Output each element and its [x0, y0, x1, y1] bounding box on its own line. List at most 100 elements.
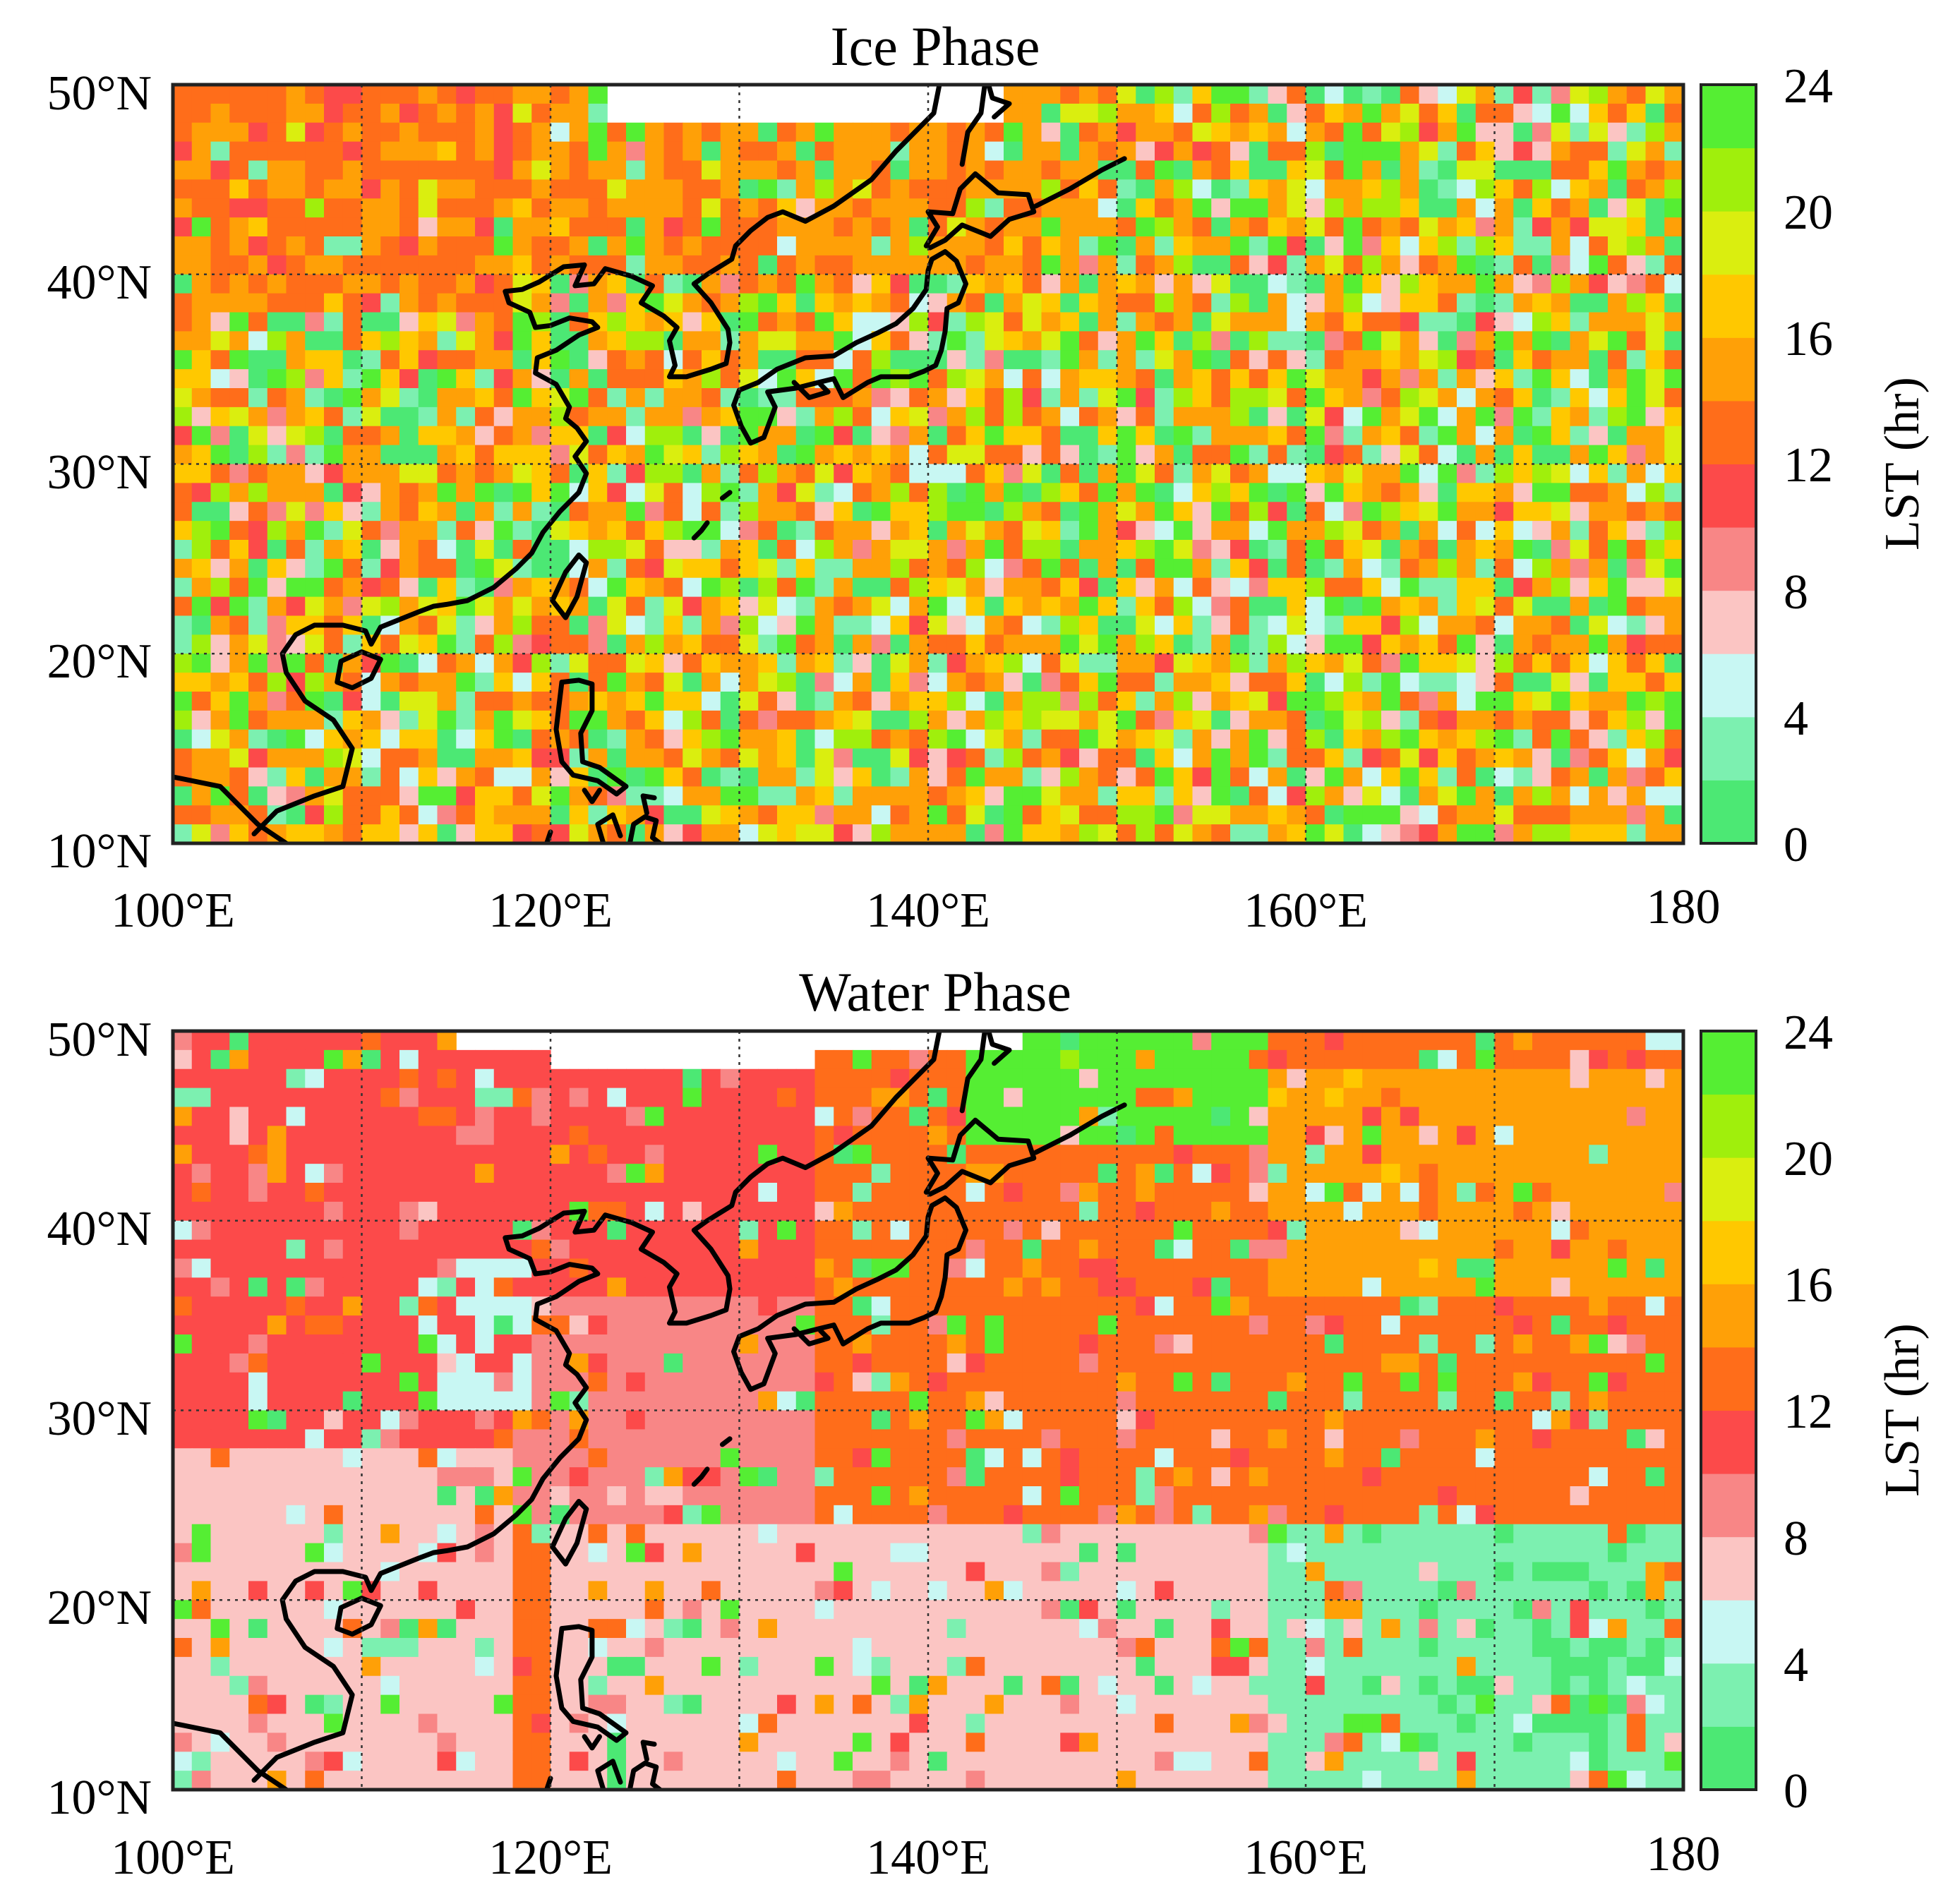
heatmap-cell — [1136, 1372, 1155, 1392]
heatmap-cell — [834, 521, 853, 541]
heatmap-cell — [871, 445, 891, 465]
heatmap-cell — [1362, 464, 1382, 483]
heatmap-cell — [1551, 85, 1571, 104]
heatmap-cell — [588, 122, 608, 143]
heatmap-cell — [946, 388, 967, 408]
heatmap-cell — [928, 558, 948, 579]
heatmap-cell — [1608, 502, 1628, 522]
heatmap-cell — [607, 1277, 627, 1297]
heatmap-cell — [229, 1296, 249, 1316]
heatmap-cell — [399, 255, 419, 275]
heatmap-cell — [173, 464, 193, 483]
heatmap-cell — [1513, 634, 1533, 654]
heatmap-cell — [1645, 692, 1665, 711]
heatmap-cell — [1457, 1391, 1477, 1411]
heatmap-cell — [1362, 615, 1382, 635]
heatmap-cell — [1438, 350, 1457, 370]
heatmap-cell — [1551, 1107, 1571, 1126]
heatmap-cell — [342, 1296, 363, 1316]
heatmap-cell — [1475, 312, 1496, 332]
heatmap-cell — [1626, 1031, 1647, 1051]
heatmap-cell — [683, 824, 702, 843]
heatmap-cell — [380, 331, 400, 351]
heatmap-cell — [1060, 653, 1080, 673]
heatmap-cell — [890, 710, 910, 730]
heatmap-cell — [1494, 464, 1514, 483]
heatmap-cell — [720, 521, 740, 541]
heatmap-cell — [210, 369, 230, 389]
heatmap-cell — [286, 236, 306, 256]
heatmap-cell — [1626, 692, 1647, 711]
heatmap-cell — [795, 805, 816, 825]
heatmap-cell — [1060, 1068, 1080, 1089]
heatmap-cell — [1230, 558, 1250, 579]
heatmap-cell — [267, 1145, 287, 1164]
heatmap-cell — [834, 692, 853, 711]
coastline-path — [251, 85, 942, 837]
heatmap-cell — [191, 1145, 212, 1164]
heatmap-cell — [777, 1164, 797, 1183]
heatmap-cell — [286, 103, 306, 123]
heatmap-cell — [210, 558, 230, 579]
heatmap-cell — [1324, 198, 1345, 218]
heatmap-cell — [720, 710, 740, 730]
heatmap-cell — [1381, 673, 1401, 692]
heatmap-cell — [1249, 1068, 1269, 1089]
heatmap-cell — [966, 331, 985, 351]
heatmap-cell — [1551, 103, 1571, 123]
heatmap-cell — [1249, 786, 1269, 806]
heatmap-cell — [758, 122, 778, 143]
heatmap-cell — [229, 729, 249, 749]
heatmap-cell — [399, 293, 419, 313]
heatmap-cell — [1362, 1183, 1382, 1203]
heatmap-cell — [267, 710, 287, 730]
heatmap-cell — [1475, 331, 1496, 351]
heatmap-cell — [493, 255, 514, 275]
heatmap-cell — [966, 1087, 985, 1108]
heatmap-cell — [814, 1164, 834, 1183]
heatmap-cell — [626, 502, 646, 522]
heatmap-cell — [1041, 1183, 1061, 1203]
heatmap-cell — [777, 634, 797, 654]
heatmap-cell — [475, 217, 495, 237]
heatmap-cell — [777, 692, 797, 711]
heatmap-cell — [361, 464, 381, 483]
heatmap-cell — [1532, 236, 1552, 256]
heatmap-cell — [1589, 673, 1609, 692]
heatmap-cell — [1230, 1183, 1250, 1203]
heatmap-cell — [191, 388, 212, 408]
heatmap-cell — [853, 1239, 872, 1260]
heatmap-cell — [267, 1183, 287, 1203]
heatmap-cell — [1249, 445, 1269, 465]
heatmap-cell — [1117, 767, 1136, 787]
heatmap-cell — [663, 1107, 683, 1126]
heatmap-cell — [1475, 1315, 1496, 1335]
heatmap-cell — [663, 1164, 683, 1183]
heatmap-cell — [1117, 217, 1136, 237]
heatmap-cell — [1249, 805, 1269, 825]
heatmap-cell — [1004, 786, 1023, 806]
heatmap-cell — [1230, 388, 1250, 408]
coastline-path — [691, 520, 710, 541]
heatmap-cell — [1136, 217, 1155, 237]
heatmap-cell — [739, 293, 759, 313]
heatmap-cell — [1155, 1068, 1174, 1089]
heatmap-cell — [286, 1239, 306, 1260]
heatmap-cell — [663, 179, 683, 199]
heatmap-cell — [1551, 502, 1571, 522]
heatmap-cell — [702, 160, 721, 180]
heatmap-cell — [1645, 1183, 1665, 1203]
heatmap-cell — [173, 1049, 193, 1070]
heatmap-cell — [1626, 634, 1647, 654]
heatmap-cell — [1513, 312, 1533, 332]
heatmap-cell — [1626, 615, 1647, 635]
heatmap-cell — [985, 1410, 1004, 1430]
heatmap-cell — [1041, 350, 1061, 370]
heatmap-cell — [1400, 1410, 1420, 1430]
heatmap-cell — [1098, 1410, 1118, 1430]
heatmap-cell — [399, 1334, 419, 1354]
heatmap-cell — [1664, 767, 1683, 787]
heatmap-cell — [437, 1448, 457, 1468]
heatmap-cell — [1589, 1031, 1609, 1051]
heatmap-cell — [1400, 729, 1420, 749]
